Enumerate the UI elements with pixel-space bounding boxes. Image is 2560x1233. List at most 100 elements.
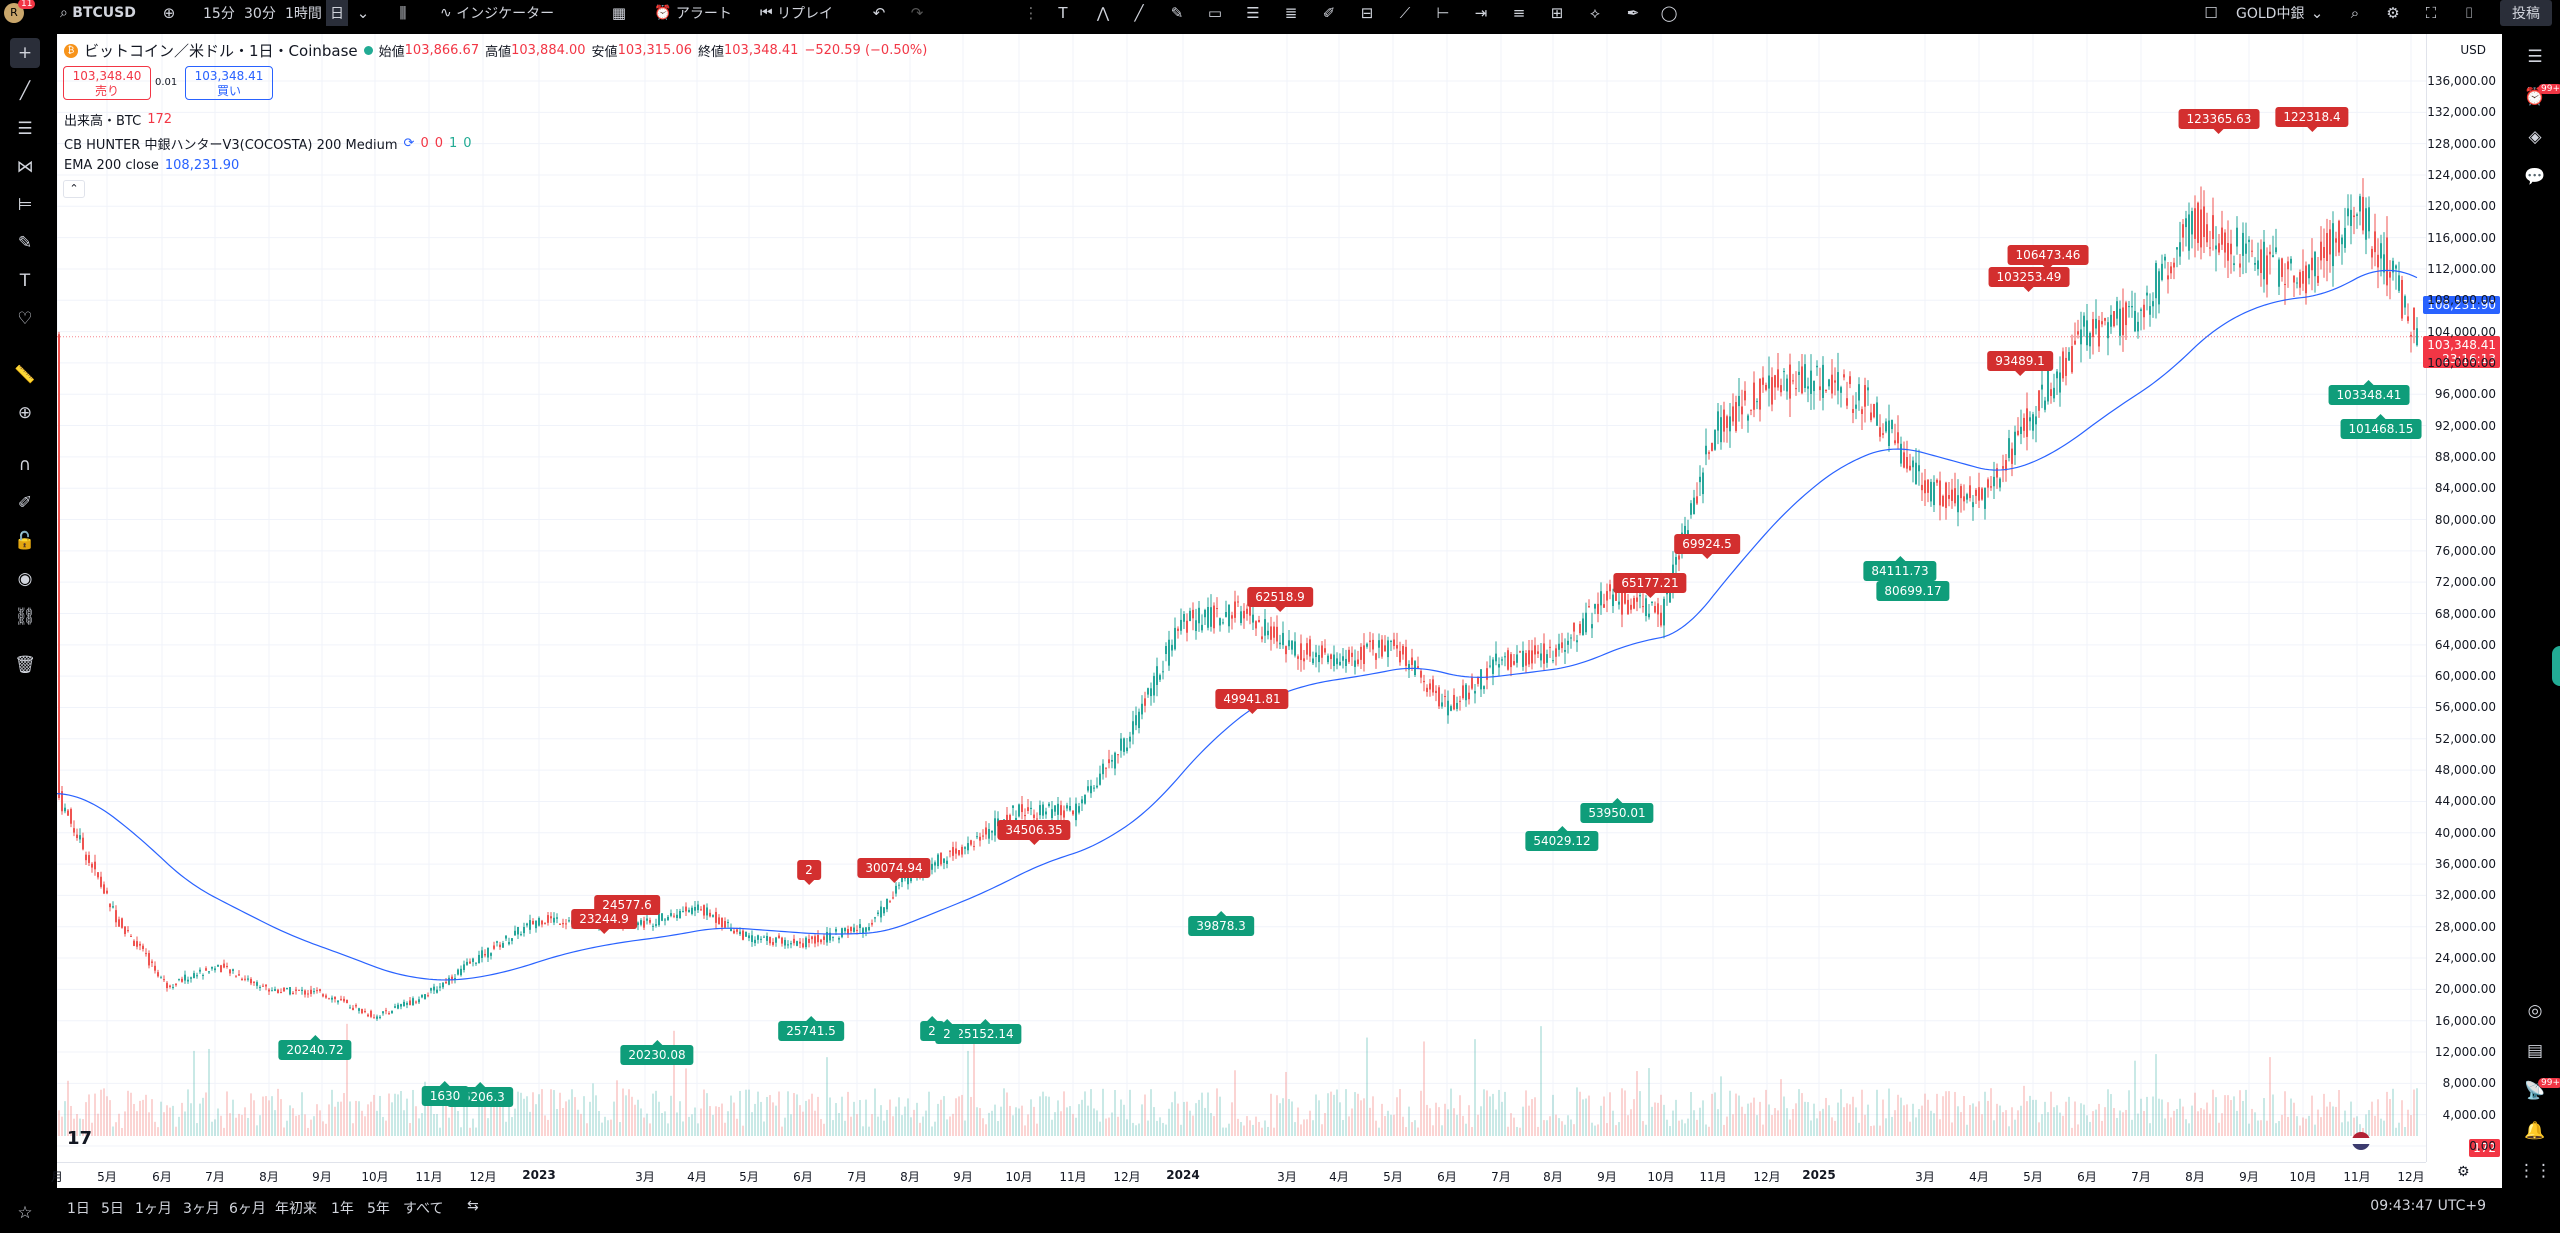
layout-checkbox-icon[interactable]: ☐ bbox=[2204, 4, 2218, 22]
bell-icon[interactable]: 🔔 bbox=[2524, 1121, 2546, 1141]
magnet-icon[interactable]: ∩ bbox=[18, 455, 32, 475]
side-handle[interactable] bbox=[2552, 646, 2560, 686]
hline-tool-icon[interactable]: ⊢ bbox=[1436, 4, 1450, 22]
range-button[interactable]: 1日 bbox=[67, 1201, 90, 1217]
target-icon[interactable]: ◎ bbox=[2527, 1001, 2543, 1021]
templates-icon[interactable]: ▦ bbox=[611, 4, 627, 22]
time-tick: 9月 bbox=[953, 1170, 973, 1184]
node-tool-icon[interactable]: ⟡ bbox=[1590, 4, 1600, 22]
rectangle-tool-icon[interactable]: ▭ bbox=[1207, 4, 1223, 22]
legend-ema[interactable]: EMA 200 close 108,231.90 bbox=[64, 158, 239, 173]
publish-button[interactable]: 投稿 bbox=[2500, 0, 2552, 26]
range-button[interactable]: 3ヶ月 bbox=[183, 1201, 220, 1217]
candle-body bbox=[1810, 370, 1812, 394]
chevron-down-icon[interactable]: ⌄ bbox=[356, 4, 370, 22]
candle-body bbox=[1129, 736, 1131, 742]
text-tool-icon[interactable]: T bbox=[1058, 4, 1068, 22]
alert-button[interactable]: ⏰ アラート bbox=[654, 0, 732, 26]
measure-tool-icon[interactable]: ⊟ bbox=[1360, 4, 1374, 22]
heart-icon[interactable]: ♡ bbox=[17, 309, 33, 329]
drag-handle-icon[interactable]: ⋮ bbox=[1023, 4, 1039, 22]
undo-icon[interactable]: ↶ bbox=[872, 4, 886, 22]
utc-clock[interactable]: 09:43:47 UTC+9 bbox=[2370, 1198, 2486, 1214]
layout-name[interactable]: GOLD中銀 bbox=[2236, 6, 2305, 22]
date-range-icon[interactable]: ⇆ bbox=[467, 1198, 479, 1214]
indicators-button[interactable]: ∿ インジケーター bbox=[440, 0, 554, 26]
interval-1d[interactable]: 日 bbox=[326, 0, 348, 26]
grid-tool-icon[interactable]: ⊞ bbox=[1550, 4, 1564, 22]
currency-label[interactable]: USD bbox=[2460, 43, 2486, 57]
buy-button[interactable]: 103,348.41 買い bbox=[185, 66, 273, 100]
volume-bar bbox=[2275, 1123, 2277, 1136]
chart-pane[interactable]: ₿ ビットコイン／米ドル・1日・Coinbase 始値 103,866.67 高値… bbox=[51, 34, 2502, 1188]
legend-volume[interactable]: 出来高・BTC 172 bbox=[64, 110, 172, 129]
range-button[interactable]: 5年 bbox=[367, 1201, 390, 1217]
settings-gear-icon[interactable]: ⚙ bbox=[2457, 1164, 2470, 1180]
eye-icon[interactable]: ◉ bbox=[17, 569, 33, 589]
fib-icon[interactable]: ☰ bbox=[17, 119, 33, 139]
layers-icon[interactable]: ◈ bbox=[2528, 127, 2542, 147]
trendline-tool-icon[interactable]: ╱ bbox=[1134, 4, 1144, 22]
redo-icon[interactable]: ↷ bbox=[910, 4, 924, 22]
calendar-icon[interactable]: ▤ bbox=[2526, 1041, 2544, 1061]
range-button[interactable]: 5日 bbox=[101, 1201, 124, 1217]
list-tool-icon[interactable]: ≡ bbox=[1512, 4, 1526, 22]
brush-icon[interactable]: ✎ bbox=[17, 233, 33, 253]
search-icon[interactable]: ⌕ bbox=[2350, 4, 2360, 22]
highlighter-tool-icon[interactable]: ✐ bbox=[1322, 4, 1336, 22]
candle-body bbox=[2416, 328, 2418, 346]
ruler-tool-icon[interactable]: ⟋ bbox=[1399, 4, 1411, 22]
pattern-tool-icon[interactable]: ⋀ bbox=[1096, 4, 1110, 22]
interval-15m[interactable]: 15分 bbox=[203, 6, 235, 22]
interval-1h[interactable]: 1時間 bbox=[285, 6, 322, 22]
fib-tool-icon[interactable]: ☰ bbox=[1246, 4, 1260, 22]
candle-body bbox=[1039, 805, 1041, 816]
collapse-legend-button[interactable]: ⌃ bbox=[63, 180, 85, 198]
gear-icon[interactable]: ⚙ bbox=[2386, 4, 2400, 22]
range-button[interactable]: 年初来 bbox=[275, 1201, 317, 1217]
lock-icon[interactable]: 🔓 bbox=[14, 531, 36, 551]
volume-bar bbox=[394, 1093, 396, 1136]
legend-title[interactable]: ビットコイン／米ドル・1日・Coinbase bbox=[84, 42, 358, 60]
eraser-tool-icon[interactable]: ◯ bbox=[1660, 4, 1678, 22]
price-axis[interactable]: USD 108,231.90 103,348.41 23:16:13 172 13… bbox=[2423, 34, 2502, 1162]
range-button[interactable]: 1ヶ月 bbox=[135, 1201, 172, 1217]
ruler-icon[interactable]: 📏 bbox=[14, 365, 36, 385]
add-symbol-icon[interactable]: ⊕ bbox=[162, 4, 176, 22]
trendline-icon[interactable]: ╱ bbox=[19, 81, 31, 101]
star-icon[interactable]: ☆ bbox=[17, 1203, 33, 1223]
chat-icon[interactable]: 💬 bbox=[2524, 167, 2546, 187]
stay-drawing-icon[interactable]: ✐ bbox=[17, 493, 33, 513]
watchlist-icon[interactable]: ☰ bbox=[2527, 47, 2543, 67]
link-icon[interactable]: ⛓ bbox=[14, 607, 36, 627]
range-button[interactable]: すべて bbox=[403, 1201, 444, 1217]
volume-bar bbox=[2344, 1110, 2346, 1136]
range-button[interactable]: 6ヶ月 bbox=[229, 1201, 266, 1217]
symbol-search-button[interactable]: ⌕ BTCUSD bbox=[60, 0, 136, 26]
replay-button[interactable]: ⏮ リプレイ bbox=[760, 0, 833, 26]
legend-indicator[interactable]: CB HUNTER 中銀ハンターV3(COCOSTA) 200 Medium ⟳ 0… bbox=[64, 134, 472, 153]
range-button[interactable]: 1年 bbox=[331, 1201, 354, 1217]
volume-bar bbox=[637, 1099, 639, 1136]
projection-icon[interactable]: ⊨ bbox=[17, 195, 33, 215]
pen-tool-icon[interactable]: ✒ bbox=[1626, 4, 1640, 22]
price-plot[interactable] bbox=[57, 34, 2426, 1162]
candle-type-icon[interactable]: ⫼ bbox=[399, 4, 407, 22]
sell-button[interactable]: 103,348.40 売り bbox=[63, 66, 151, 100]
crosshair-icon[interactable]: + bbox=[10, 38, 40, 68]
avatar-button[interactable]: R 11 bbox=[4, 0, 36, 26]
zoom-icon[interactable]: ⊕ bbox=[17, 403, 33, 423]
apps-icon[interactable]: ⋮⋮ bbox=[2518, 1161, 2552, 1181]
channel-tool-icon[interactable]: ≣ bbox=[1284, 4, 1298, 22]
volume-bar bbox=[2194, 1092, 2196, 1136]
interval-30m[interactable]: 30分 bbox=[244, 6, 276, 22]
chevron-down-icon[interactable]: ⌄ bbox=[2310, 4, 2324, 22]
fullscreen-icon[interactable]: ⛶ bbox=[2425, 4, 2437, 22]
text-icon[interactable]: T bbox=[19, 271, 31, 291]
camera-icon[interactable]: ⌷ bbox=[2464, 4, 2474, 22]
pattern-icon[interactable]: ⋈ bbox=[16, 157, 34, 177]
arrow-tool-icon[interactable]: ⇥ bbox=[1474, 4, 1488, 22]
trash-icon[interactable]: 🗑 bbox=[14, 655, 36, 675]
brush-tool-icon[interactable]: ✎ bbox=[1170, 4, 1184, 22]
time-axis[interactable]: 月 5月 6月 7月 8月 9月 10月 11月 12月 2023 3月 4月 5月 6月 7月 8月 9月 10… bbox=[51, 1162, 2426, 1188]
